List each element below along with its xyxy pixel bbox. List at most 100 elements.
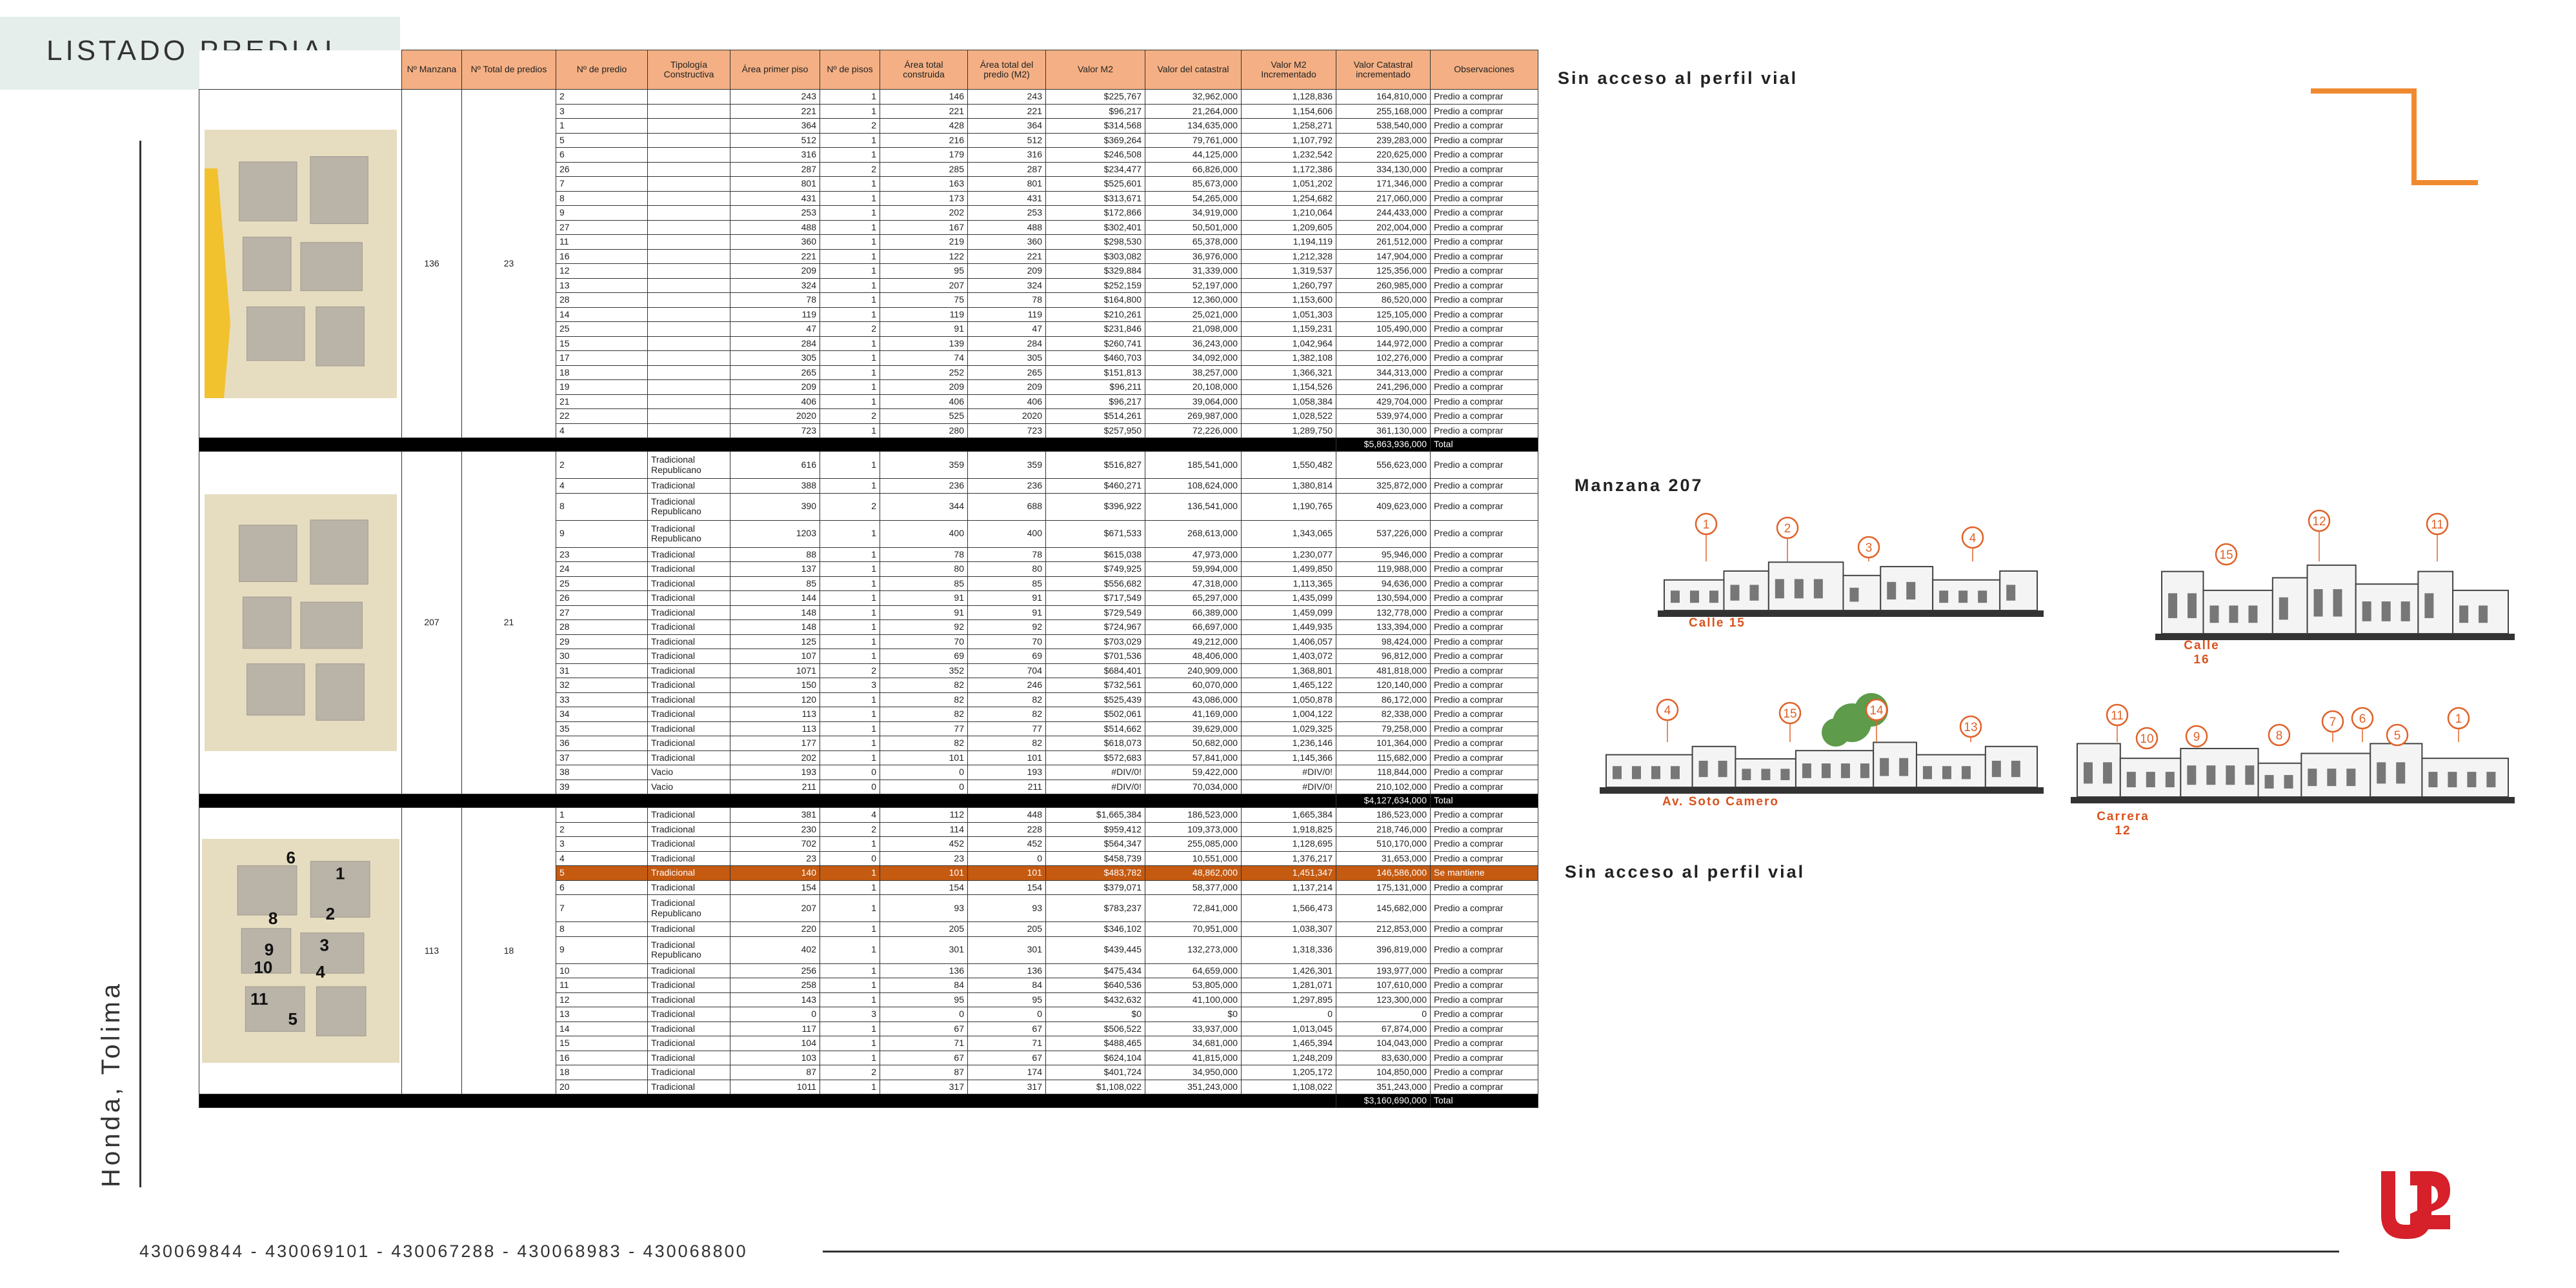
cell: 723 xyxy=(967,423,1046,438)
building xyxy=(1842,574,1882,612)
table-row: 14 119 1 119 119 $210,261 25,021,000 1,051,303 1… xyxy=(199,307,1538,322)
window xyxy=(2187,765,2197,785)
table-row: 9 253 1 202 253 $172,866 34,919,000 1,210,064 24… xyxy=(199,205,1538,221)
window xyxy=(2245,765,2255,785)
map-cell: 6 1 8 2 9 3 10 4 11 5 xyxy=(199,807,402,1094)
cell: $314,568 xyxy=(1045,118,1145,134)
cell: 70,951,000 xyxy=(1145,921,1242,937)
map-label: 4 xyxy=(316,962,325,981)
street-label: Calle 16 xyxy=(2184,639,2220,667)
cell: 1,051,202 xyxy=(1241,176,1336,192)
cell: 78 xyxy=(880,547,968,562)
number-circle xyxy=(2215,543,2238,566)
window xyxy=(2229,605,2239,623)
window xyxy=(1730,585,1740,601)
window xyxy=(2486,772,2496,788)
cell: 186,523,000 xyxy=(1145,807,1242,823)
cell: 1,212,328 xyxy=(1241,248,1336,264)
column-header: Nº de pisos xyxy=(820,50,880,90)
cell: 41,815,000 xyxy=(1145,1050,1242,1065)
cell: 428 xyxy=(880,118,968,134)
cell: 512 xyxy=(730,132,820,148)
cell: 317 xyxy=(967,1079,1046,1094)
window xyxy=(2428,772,2438,788)
table-row: 9 Tradicional Republicano 1203 1 400 400 $671,… xyxy=(199,519,1538,548)
cell: 179 xyxy=(880,147,968,163)
window xyxy=(2400,601,2410,621)
cell: Predio a comprar xyxy=(1430,147,1538,163)
cell: 133,394,000 xyxy=(1336,619,1431,635)
cell: $246,508 xyxy=(1045,147,1145,163)
table-row: 31 Tradicional 1071 2 352 704 $684,401 240,909,… xyxy=(199,663,1538,678)
map-road xyxy=(204,168,230,398)
cell: 1,028,522 xyxy=(1241,408,1336,424)
table-row: 207 21 2 Tradicional Republicano 616 1 359 359 $… xyxy=(199,451,1538,794)
cell: Predio a comprar xyxy=(1430,850,1538,866)
window xyxy=(2209,605,2219,623)
cell: 8 xyxy=(556,492,648,521)
number-circle xyxy=(1778,701,1802,725)
cell: Predio a comprar xyxy=(1430,219,1538,235)
number-circle xyxy=(1865,698,1888,721)
cell: 186,523,000 xyxy=(1336,807,1431,823)
cell: 86,172,000 xyxy=(1336,692,1431,707)
total-predios: 21 xyxy=(461,451,556,794)
window xyxy=(2448,772,2457,788)
cell: Predio a comprar xyxy=(1430,519,1538,548)
window xyxy=(1780,769,1790,780)
map-block xyxy=(300,601,363,649)
map-block xyxy=(315,663,365,721)
window xyxy=(2362,601,2371,621)
cell: 1,426,301 xyxy=(1241,963,1336,978)
cell: 85 xyxy=(880,576,968,591)
cell: Tradicional xyxy=(647,821,730,837)
total-value: $4,127,634,000 xyxy=(1336,794,1431,808)
cell: 207 xyxy=(730,894,820,922)
facade: 11 10 9 8 7 6 5 1 xyxy=(2071,703,2515,803)
table-row: 8 431 1 173 431 $313,671 54,265,000 1,254,682 21… xyxy=(199,190,1538,206)
window xyxy=(1821,763,1831,778)
cell: Predio a comprar xyxy=(1430,292,1538,308)
cell: 28 xyxy=(556,292,648,308)
map-block xyxy=(242,596,292,649)
cell: Predio a comprar xyxy=(1430,132,1538,148)
cell: 221 xyxy=(880,103,968,119)
cell: 556,623,000 xyxy=(1336,451,1431,479)
cell: $439,445 xyxy=(1045,936,1145,964)
window xyxy=(1880,758,1889,776)
table-row: 27 488 1 167 488 $302,401 50,501,000 1,209,605 2… xyxy=(199,219,1538,235)
map-block xyxy=(238,525,297,582)
window xyxy=(2467,772,2477,788)
table-row: 19 209 1 209 209 $96,211 20,108,000 1,154,526 24… xyxy=(199,379,1538,395)
cell: 1,382,108 xyxy=(1241,350,1336,366)
cell: #DIV/0! xyxy=(1241,779,1336,794)
cell: 268,613,000 xyxy=(1145,519,1242,548)
window xyxy=(2377,762,2386,784)
total-label: Total xyxy=(1430,1094,1538,1108)
number-circle xyxy=(1959,715,1982,738)
cell: 70 xyxy=(880,634,968,649)
facade-number: 13 xyxy=(1964,721,1977,734)
table-row: 7 801 1 163 801 $525,601 85,673,000 1,051,202 17… xyxy=(199,176,1538,192)
cell: 34,092,000 xyxy=(1145,350,1242,366)
cell: 1,566,473 xyxy=(1241,894,1336,922)
cell: Tradicional xyxy=(647,576,730,591)
cell: 16 xyxy=(556,248,648,264)
cell: Predio a comprar xyxy=(1430,1036,1538,1051)
table-row: 13 324 1 207 324 $252,159 52,197,000 1,260,797 2… xyxy=(199,277,1538,293)
map-block xyxy=(238,161,297,221)
footer-line xyxy=(823,1251,2339,1253)
cell: 1,172,386 xyxy=(1241,161,1336,177)
cell: 93 xyxy=(967,894,1046,922)
map-label: 8 xyxy=(268,909,277,928)
map-block xyxy=(315,306,365,367)
window xyxy=(2279,597,2288,620)
window xyxy=(1632,766,1641,780)
column-header: Valor M2 xyxy=(1045,50,1145,90)
cell: 91 xyxy=(880,321,968,337)
cell: 104,850,000 xyxy=(1336,1065,1431,1080)
column-header: Nº de predio xyxy=(556,50,648,90)
table-row: 23 Tradicional 88 1 78 78 $615,038 47,973,000 1,… xyxy=(199,547,1538,562)
cell: Tradicional xyxy=(647,836,730,852)
cell: 31 xyxy=(556,663,648,678)
